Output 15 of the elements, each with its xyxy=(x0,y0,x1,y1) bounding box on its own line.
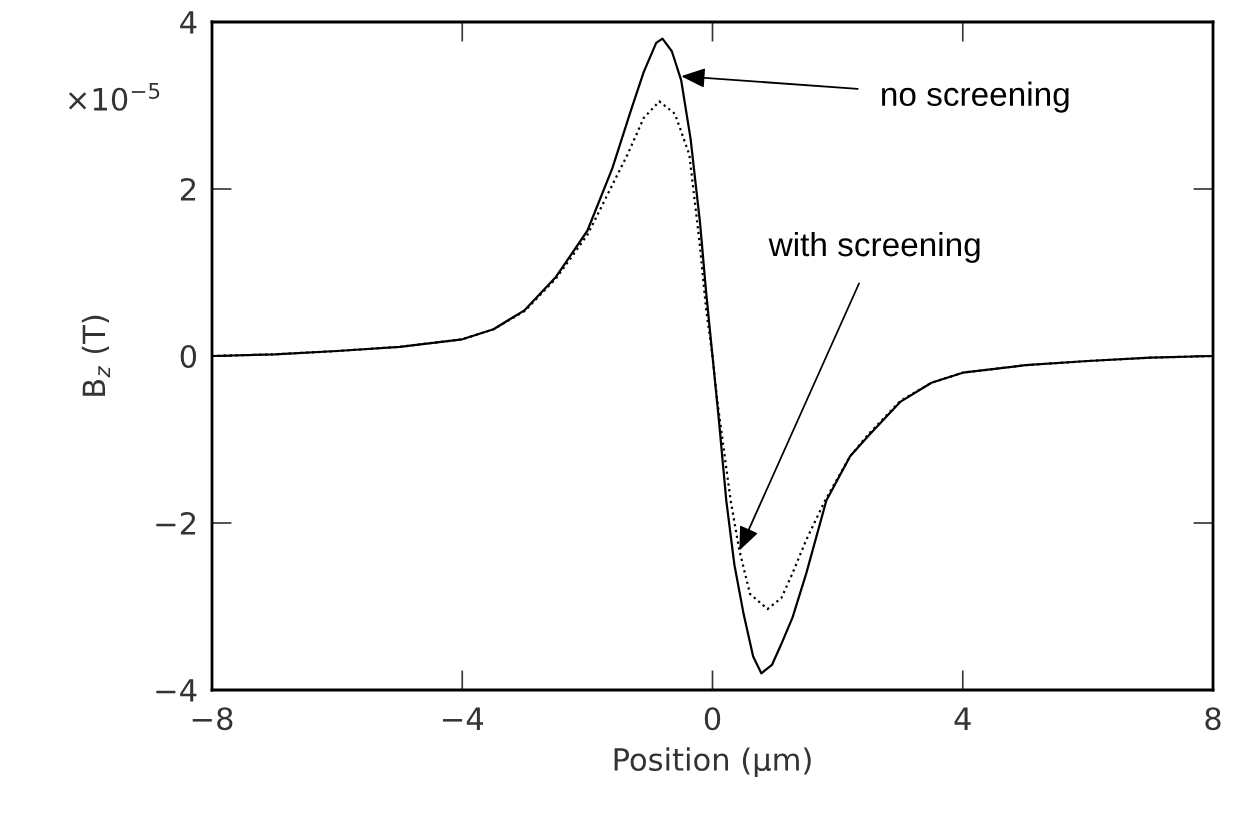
x-tick-label: 0 xyxy=(704,707,721,731)
y-tick-label: 0 xyxy=(180,344,197,369)
annotation: with screening xyxy=(768,231,980,263)
x-tick-label: 4 xyxy=(954,707,971,730)
y-tick-label: −4 xyxy=(156,679,197,702)
y-tick-label: 2 xyxy=(180,177,196,201)
text: ×10$^{−5}$ xyxy=(68,83,160,111)
annotation: no screening xyxy=(882,81,1069,113)
x-tick-label: −8 xyxy=(192,707,233,731)
x-tick-label: 8 xyxy=(1205,707,1221,731)
x-axis-title: Position (μm) xyxy=(614,747,811,777)
y-axis-title: B$_{z}$ (T) xyxy=(81,315,111,396)
x-tick-label: −4 xyxy=(442,707,484,730)
y-tick-label: 4 xyxy=(180,11,197,34)
y-tick-label: −2 xyxy=(156,511,196,535)
